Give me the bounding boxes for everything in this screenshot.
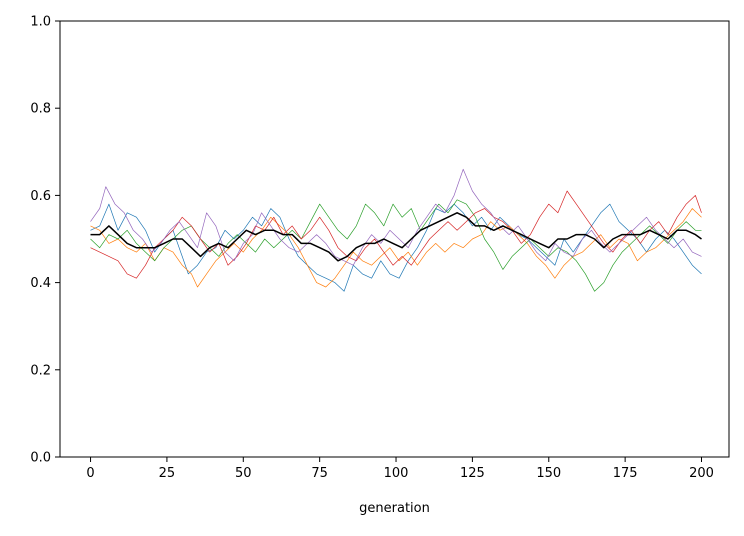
x-tick-label: 50 xyxy=(235,466,252,481)
x-tick-label: 150 xyxy=(536,466,561,481)
y-tick-label: 0.8 xyxy=(30,102,51,117)
series-line-4 xyxy=(90,190,702,279)
x-axis-label: generation xyxy=(359,501,430,516)
series-line-2 xyxy=(90,208,702,288)
x-tick-label: 175 xyxy=(613,466,638,481)
y-tick-label: 1.0 xyxy=(30,15,51,30)
y-tick-label: 0.6 xyxy=(30,189,51,204)
x-tick-label: 125 xyxy=(460,466,485,481)
series-line-5 xyxy=(90,168,702,266)
x-axis: 0 25 50 75 100 125 150 175 200 xyxy=(86,457,714,481)
y-tick-label: 0.0 xyxy=(30,451,51,466)
x-tick-label: 0 xyxy=(86,466,94,481)
series-layer xyxy=(90,168,702,292)
y-tick-label: 0.2 xyxy=(30,363,51,378)
x-tick-label: 75 xyxy=(311,466,328,481)
x-tick-label: 25 xyxy=(159,466,176,481)
y-axis: 0.0 0.2 0.4 0.6 0.8 1.0 xyxy=(30,15,60,466)
x-tick-label: 100 xyxy=(384,466,409,481)
axes-frame xyxy=(59,20,730,458)
series-line-6 xyxy=(90,212,702,262)
y-tick-label: 0.4 xyxy=(30,276,51,291)
x-tick-label: 200 xyxy=(689,466,714,481)
